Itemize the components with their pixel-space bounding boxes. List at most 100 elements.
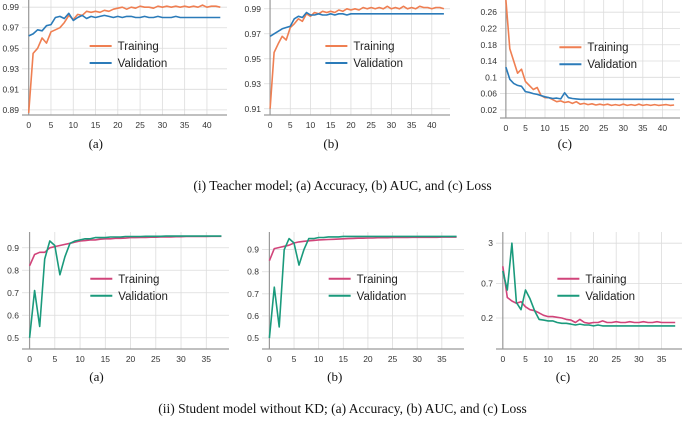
y-tick-label: 0.6: [247, 311, 259, 321]
y-tick-label: 0.99: [244, 4, 261, 14]
y-tick-label: 0.26: [480, 7, 497, 17]
y-tick-label: 0.89: [2, 105, 19, 115]
chart-teacher-auc: 0.91 0.93 0.95 0.97 0.99 0 5 10 15 20 25 30 35 40 Trai…: [244, 0, 450, 151]
series-line-training: [502, 266, 676, 325]
y-tick-label: 0.6: [7, 310, 19, 320]
y-tick-label: 0.95: [244, 54, 261, 64]
y-tick-label: 0.5: [247, 333, 259, 343]
y-tick-label: 0.8: [7, 265, 19, 275]
y-tick-label: 0.7: [481, 278, 493, 288]
panels: 0.890.910.930.950.970.990 5 10 15 20 25 30 35 40…: [2, 0, 682, 384]
panel-sublabel: (c): [558, 136, 572, 151]
chart-teacher-loss: 0.02 0.06 0.1 0.14 0.18 0.22 0.26 0 5 10 15 20 25 30 3…: [480, 0, 680, 151]
chart-student-loss: 0.20.730 5 10 15 20 25 30 35TrainingValidation(…: [481, 232, 682, 384]
y-tick-label: 0.7: [7, 288, 19, 298]
x-tick-label: 10: [314, 354, 324, 364]
x-tick-label: 5: [52, 354, 57, 364]
y-tick-label: 0.99: [2, 2, 19, 12]
x-tick-label: 20: [346, 120, 356, 130]
panel-sublabel: (b): [327, 369, 342, 384]
panel-sublabel: (a): [89, 136, 103, 151]
x-tick-label: 0: [27, 354, 32, 364]
x-tick-label: 5: [288, 120, 293, 130]
x-tick-label: 0: [267, 354, 272, 364]
legend-label: Validation: [587, 59, 637, 71]
x-tick-label: 15: [339, 354, 349, 364]
legend-label: Training: [118, 274, 159, 286]
chart-student-accuracy: 0.5 0.6 0.7 0.8 0.9 0 5 10 15 20 25 30 35 Training Val…: [7, 232, 229, 384]
x-tick-label: 25: [135, 120, 145, 130]
x-tick-label: 40: [658, 123, 668, 133]
x-tick-label: 0: [268, 120, 273, 130]
series-line-training: [27, 4, 221, 113]
x-tick-label: 0: [500, 354, 505, 364]
x-tick-label: 10: [69, 120, 79, 130]
x-tick-label: 0: [504, 123, 509, 133]
chart-student-auc: 0.5 0.6 0.7 0.8 0.9 0 5 10 15 20 25 30 35 Training Val…: [247, 232, 464, 384]
x-tick-label: 25: [611, 354, 621, 364]
legend-label: Validation: [357, 291, 407, 303]
x-tick-label: 10: [306, 120, 316, 130]
x-tick-label: 30: [387, 120, 397, 130]
x-tick-label: 5: [523, 123, 528, 133]
legend-label: Validation: [118, 291, 168, 303]
series-line-training: [269, 5, 445, 109]
series-line-validation: [502, 242, 676, 327]
x-tick-label: 20: [589, 354, 599, 364]
legend-label: Validation: [353, 58, 403, 70]
x-tick-label: 40: [202, 120, 212, 130]
panel-sublabel: (a): [89, 369, 103, 384]
y-tick-label: 0.97: [2, 23, 19, 33]
x-tick-label: 35: [638, 123, 648, 133]
x-tick-label: 10: [75, 354, 85, 364]
y-tick-label: 0.91: [2, 84, 19, 94]
series-line-training: [268, 236, 457, 262]
y-tick-label: 0.93: [2, 64, 19, 74]
y-tick-label: 3: [488, 238, 493, 248]
y-tick-label: 0.9: [7, 243, 19, 253]
x-tick-label: 25: [366, 120, 376, 130]
x-tick-label: 30: [634, 354, 644, 364]
series-line-validation: [28, 235, 222, 338]
legend-label: Training: [353, 41, 394, 53]
x-tick-label: 25: [599, 123, 609, 133]
student-caption: (ii) Student model without KD; (a) Accur…: [158, 401, 526, 416]
legend-label: Training: [357, 274, 398, 286]
series-line-validation: [505, 66, 675, 101]
x-tick-label: 30: [176, 354, 186, 364]
x-tick-label: 30: [158, 120, 168, 130]
x-tick-label: 25: [151, 354, 161, 364]
teacher-caption: (i) Teacher model; (a) Accuracy, (b) AUC…: [193, 178, 491, 193]
y-tick-label: 0.91: [244, 104, 261, 114]
y-tick-label: 0.5: [7, 333, 19, 343]
x-tick-label: 15: [101, 354, 111, 364]
y-tick-label: 0.22: [480, 23, 497, 33]
y-tick-label: 0.2: [481, 313, 493, 323]
series-line-validation: [28, 12, 221, 37]
x-tick-label: 5: [292, 354, 297, 364]
y-tick-label: 0.93: [244, 79, 261, 89]
x-tick-label: 15: [326, 120, 336, 130]
x-tick-label: 20: [113, 120, 123, 130]
x-tick-label: 35: [437, 354, 447, 364]
x-tick-label: 40: [427, 120, 437, 130]
legend-label: Validation: [118, 58, 168, 70]
y-tick-label: 0.1: [485, 72, 497, 82]
y-tick-label: 0.02: [480, 105, 497, 115]
x-tick-label: 20: [363, 354, 373, 364]
x-tick-label: 20: [126, 354, 136, 364]
x-tick-label: 30: [412, 354, 422, 364]
panel-sublabel: (b): [323, 136, 338, 151]
x-tick-label: 15: [91, 120, 101, 130]
y-tick-label: 0.8: [247, 267, 259, 277]
legend-label: Training: [587, 42, 628, 54]
x-tick-label: 35: [202, 354, 212, 364]
x-tick-label: 5: [49, 120, 54, 130]
x-tick-label: 10: [540, 123, 550, 133]
x-tick-label: 10: [543, 354, 553, 364]
y-tick-label: 0.18: [480, 40, 497, 50]
chart-teacher-accuracy: 0.89 0.91 0.93 0.95 0.97 0.99 0 5 10 15 20 25 30 35 40…: [2, 0, 227, 151]
x-tick-label: 30: [619, 123, 629, 133]
y-tick-label: 0.97: [244, 29, 261, 39]
